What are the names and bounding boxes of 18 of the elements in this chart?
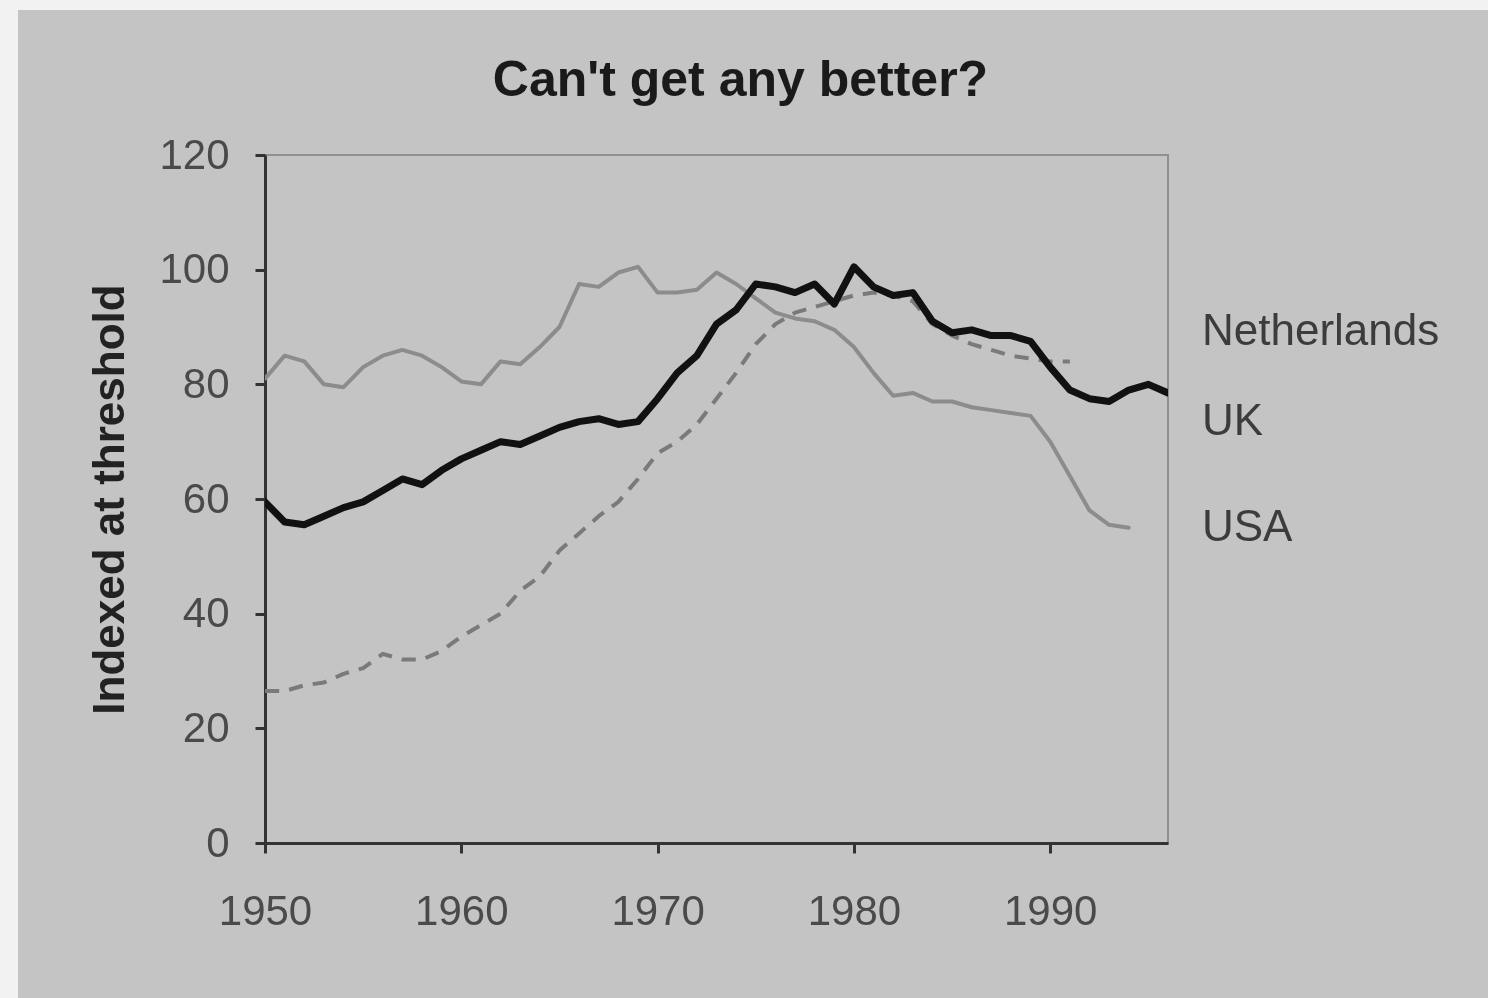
y-tick-label: 20 xyxy=(182,703,230,751)
x-tick-label: 1980 xyxy=(807,886,902,934)
y-tick-label: 100 xyxy=(159,245,230,293)
series-label: UK xyxy=(1202,395,1264,445)
series-label: USA xyxy=(1202,500,1294,550)
chart-title: Can't get any better? xyxy=(492,51,989,107)
y-axis-title: Indexed at threshold xyxy=(84,284,134,715)
line-series xyxy=(265,290,1072,694)
x-tick-label: 1990 xyxy=(1004,886,1098,934)
y-tick-label: 40 xyxy=(182,589,230,637)
x-tick-label: 1970 xyxy=(611,886,705,934)
text: Netherlands xyxy=(1202,305,1440,355)
y-tick-label: 60 xyxy=(182,474,230,522)
x-tick-label: 1960 xyxy=(415,886,509,934)
x-tick-label: 1950 xyxy=(218,886,313,934)
y-tick-label: 0 xyxy=(206,818,230,866)
y-tick-label: 80 xyxy=(182,359,230,407)
y-tick-label: 120 xyxy=(159,130,230,178)
